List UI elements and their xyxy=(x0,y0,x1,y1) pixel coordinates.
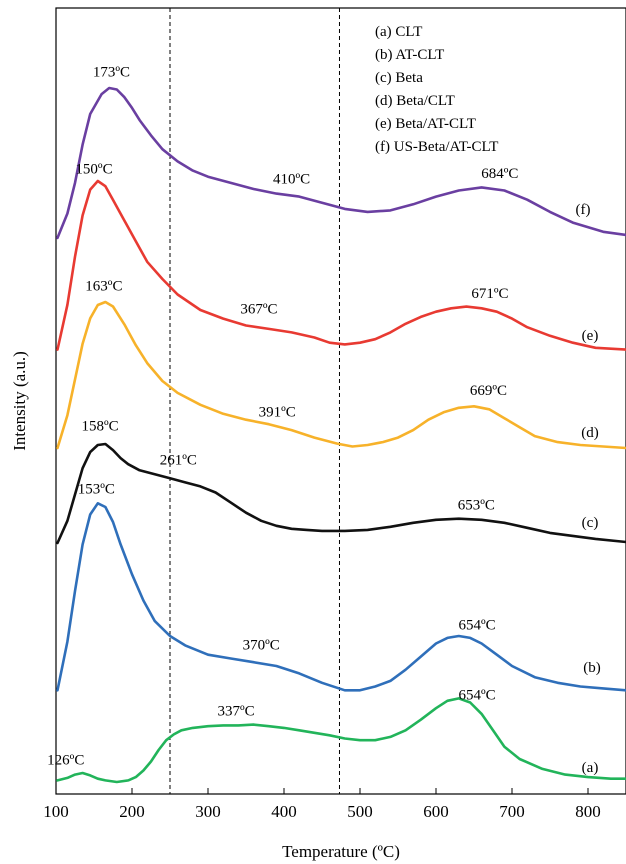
series-tag: (f) xyxy=(576,202,591,218)
legend-entry: (e) Beta/AT-CLT xyxy=(375,116,476,132)
peak-label: 261ºC xyxy=(160,453,197,469)
series-tag: (b) xyxy=(583,660,601,676)
peak-label: 370ºC xyxy=(243,637,280,653)
x-tick-label: 700 xyxy=(499,802,525,821)
peak-labels: 126ºC 337ºC 654ºC 153ºC 370ºC 654ºC 158ºC 261ºC… xyxy=(47,64,518,768)
series-line-f xyxy=(56,86,626,240)
series-tag: (e) xyxy=(582,328,599,344)
x-tick-label: 200 xyxy=(119,802,145,821)
peak-label: 153ºC xyxy=(78,482,115,498)
peak-label: 367ºC xyxy=(240,301,277,317)
series-line-a xyxy=(56,697,626,784)
series-tag: (c) xyxy=(582,515,599,531)
legend-entry: (a) CLT xyxy=(375,24,422,40)
series-tags: (a) (b) (c) (d) (e) (f) xyxy=(576,202,601,776)
legend: (a) CLT (b) AT-CLT (c) Beta (d) Beta/CLT (e)… xyxy=(375,24,498,155)
reference-lines xyxy=(169,8,340,794)
plot-area xyxy=(55,7,626,795)
legend-entry: (d) Beta/CLT xyxy=(375,93,455,109)
x-tick-label: 800 xyxy=(575,802,601,821)
legend-entry: (b) AT-CLT xyxy=(375,47,444,63)
series-tag: (d) xyxy=(581,425,599,441)
series-curves xyxy=(56,86,626,784)
peak-label: 653ºC xyxy=(458,498,495,514)
peak-label: 654ºC xyxy=(458,687,495,703)
peak-label: 158ºC xyxy=(82,419,119,435)
peak-label: 684ºC xyxy=(481,166,518,182)
x-tick-label: 300 xyxy=(195,802,221,821)
x-tick-label: 100 xyxy=(43,802,69,821)
peak-label: 671ºC xyxy=(471,286,508,302)
peak-label: 337ºC xyxy=(218,703,255,719)
peak-label: 150ºC xyxy=(75,161,112,177)
peak-label: 654ºC xyxy=(458,617,495,633)
series-line-c xyxy=(56,442,626,545)
legend-entry: (c) Beta xyxy=(375,70,423,86)
peak-label: 163ºC xyxy=(85,279,122,295)
series-line-d xyxy=(56,300,626,450)
x-axis-label: Temperature (ºC) xyxy=(282,842,400,861)
legend-entry: (f) US-Beta/AT-CLT xyxy=(375,139,498,155)
series-tag: (a) xyxy=(582,760,599,776)
series-line-e xyxy=(56,179,626,351)
peak-label: 669ºC xyxy=(470,383,507,399)
y-axis-label: Intensity (a.u.) xyxy=(10,351,29,451)
peak-label: 391ºC xyxy=(259,404,296,420)
plot-frame xyxy=(55,7,626,795)
series-line-b xyxy=(56,501,626,692)
x-axis-ticks: 100 200 300 400 500 600 700 800 xyxy=(43,788,601,821)
peak-label: 126ºC xyxy=(47,752,84,768)
x-tick-label: 600 xyxy=(423,802,449,821)
peak-label: 410ºC xyxy=(273,172,310,188)
x-tick-label: 500 xyxy=(347,802,373,821)
peak-label: 173ºC xyxy=(93,64,130,80)
x-tick-label: 400 xyxy=(271,802,297,821)
